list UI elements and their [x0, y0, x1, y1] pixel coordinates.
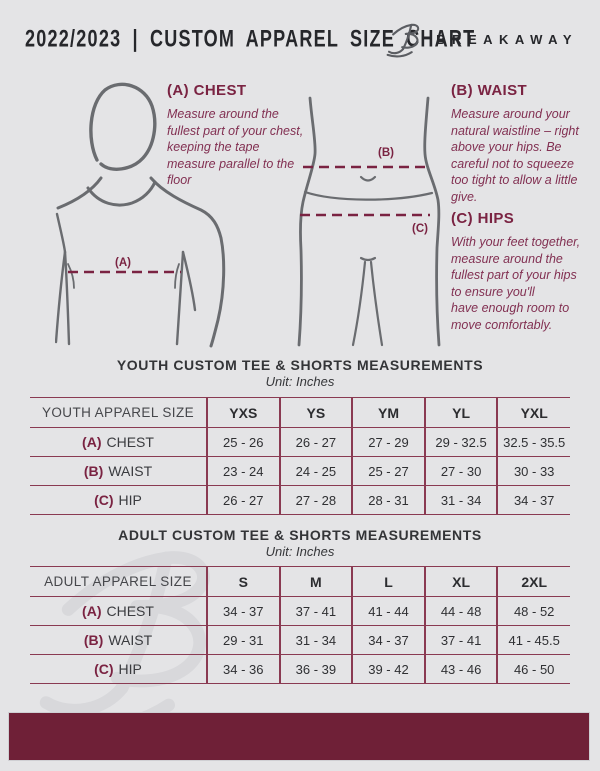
- hips-description: With your feet together, measure around …: [451, 235, 581, 332]
- chest-heading: (A) CHEST: [167, 82, 247, 99]
- cell-value: 30 - 33: [496, 456, 570, 486]
- row-prefix: (B): [83, 632, 104, 648]
- row-label: CHEST: [106, 434, 154, 450]
- youth-size-yxl: YXL: [496, 397, 570, 428]
- cell-value: 43 - 46: [423, 654, 498, 684]
- cell-value: 34 - 37: [496, 485, 570, 515]
- cell-value: 27 - 30: [423, 456, 498, 486]
- cell-value: 24 - 25: [278, 456, 353, 486]
- adult-hip-row: (C) HIP 34 - 36 36 - 39 39 - 42 43 - 46 4…: [30, 654, 570, 684]
- adult-unit-label: Unit: Inches: [265, 544, 335, 559]
- cell-value: 26 - 27: [278, 427, 353, 457]
- youth-size-ym: YM: [351, 397, 425, 428]
- adult-size-column-header: ADULT APPAREL SIZE: [44, 574, 192, 589]
- cell-value: 41 - 44: [351, 596, 425, 626]
- cell-value: 44 - 48: [423, 596, 498, 626]
- row-label: WAIST: [108, 463, 153, 479]
- cell-value: 48 - 52: [496, 596, 570, 626]
- waist-marker-label: (B): [378, 147, 394, 159]
- chest-guide: (A) CHEST Measure around the fullest par…: [167, 82, 307, 189]
- waist-guide: (B) WAIST Measure around your natural wa…: [451, 82, 581, 205]
- row-label: HIP: [118, 661, 142, 677]
- cell-value: 31 - 34: [278, 625, 353, 655]
- row-prefix: (C): [94, 492, 114, 508]
- adult-size-l: L: [351, 566, 425, 597]
- footer-bar: [8, 712, 590, 761]
- adult-size-table: ADULT APPAREL SIZE S M L XL 2XL (A) CHEST…: [30, 566, 570, 684]
- waist-description: Measure around your natural waistline – …: [451, 107, 579, 204]
- cell-value: 26 - 27: [206, 485, 280, 515]
- youth-header-row: YOUTH APPAREL SIZE YXS YS YM YL YXL: [30, 397, 570, 428]
- adult-size-xl: XL: [423, 566, 498, 597]
- cell-value: 23 - 24: [206, 456, 280, 486]
- row-label: WAIST: [108, 632, 153, 648]
- cell-value: 27 - 29: [351, 427, 425, 457]
- cell-value: 32.5 - 35.5: [496, 427, 570, 457]
- cell-value: 39 - 42: [351, 654, 425, 684]
- youth-hip-row: (C) HIP 26 - 27 27 - 28 28 - 31 31 - 34 3…: [30, 485, 570, 515]
- cell-value: 37 - 41: [423, 625, 498, 655]
- hips-marker-label: (C): [412, 223, 428, 235]
- row-prefix: (C): [94, 661, 114, 677]
- adult-size-2xl: 2XL: [496, 566, 570, 597]
- hips-guide: (C) HIPS With your feet together, measur…: [451, 210, 587, 333]
- adult-header-row: ADULT APPAREL SIZE S M L XL 2XL: [30, 566, 570, 597]
- row-prefix: (A): [82, 434, 102, 450]
- adult-size-m: M: [278, 566, 353, 597]
- cell-value: 41 - 45.5: [496, 625, 570, 655]
- row-label: HIP: [118, 492, 142, 508]
- hips-heading: (C) HIPS: [451, 210, 515, 227]
- youth-section-title: YOUTH CUSTOM TEE & SHORTS MEASUREMENTS: [116, 357, 484, 373]
- cell-value: 29 - 31: [206, 625, 280, 655]
- brand-logo: BREAKAWAY: [384, 20, 578, 58]
- brand-wordmark: BREAKAWAY: [436, 31, 578, 47]
- cell-value: 25 - 26: [206, 427, 280, 457]
- lower-body-figure: (B) (C): [297, 96, 441, 347]
- adult-size-s: S: [206, 566, 280, 597]
- upper-body-figure: (A): [55, 82, 226, 348]
- youth-size-ys: YS: [278, 397, 353, 428]
- adult-section-title: ADULT CUSTOM TEE & SHORTS MEASUREMENTS: [118, 527, 482, 543]
- adult-chest-row: (A) CHEST 34 - 37 37 - 41 41 - 44 44 - 48…: [30, 596, 570, 626]
- cell-value: 29 - 32.5: [423, 427, 498, 457]
- adult-waist-row: (B) WAIST 29 - 31 31 - 34 34 - 37 37 - 41…: [30, 625, 570, 655]
- cell-value: 31 - 34: [423, 485, 498, 515]
- cell-value: 27 - 28: [278, 485, 353, 515]
- youth-unit-label: Unit: Inches: [265, 374, 335, 389]
- youth-waist-row: (B) WAIST 23 - 24 24 - 25 25 - 27 27 - 30…: [30, 456, 570, 486]
- chest-marker-label: (A): [115, 257, 131, 269]
- youth-size-column-header: YOUTH APPAREL SIZE: [42, 405, 194, 420]
- youth-size-yxs: YXS: [206, 397, 280, 428]
- chest-description: Measure around the fullest part of your …: [167, 107, 304, 187]
- waist-heading: (B) WAIST: [451, 82, 528, 99]
- cell-value: 28 - 31: [351, 485, 425, 515]
- row-label: CHEST: [106, 603, 154, 619]
- cell-value: 46 - 50: [496, 654, 570, 684]
- cell-value: 34 - 37: [206, 596, 280, 626]
- cell-value: 25 - 27: [351, 456, 425, 486]
- youth-chest-row: (A) CHEST 25 - 26 26 - 27 27 - 29 29 - 32…: [30, 427, 570, 457]
- youth-size-yl: YL: [423, 397, 498, 428]
- row-prefix: (B): [83, 463, 104, 479]
- youth-size-table: YOUTH APPAREL SIZE YXS YS YM YL YXL (A) C…: [30, 397, 570, 515]
- breakaway-b-icon: [386, 23, 420, 58]
- cell-value: 34 - 36: [206, 654, 280, 684]
- cell-value: 34 - 37: [351, 625, 425, 655]
- cell-value: 36 - 39: [278, 654, 353, 684]
- row-prefix: (A): [82, 603, 102, 619]
- cell-value: 37 - 41: [278, 596, 353, 626]
